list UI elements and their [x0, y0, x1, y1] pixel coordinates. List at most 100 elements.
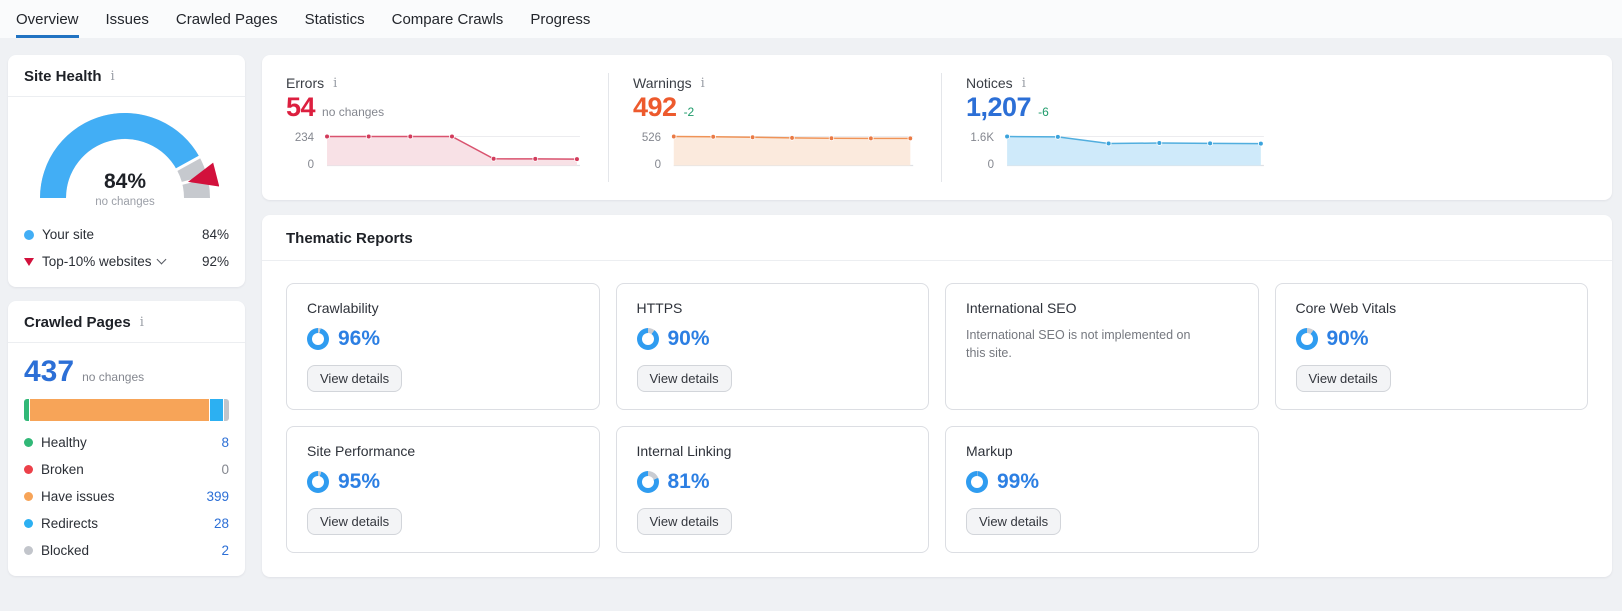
- crawled-pages-info-icon[interactable]: i: [139, 315, 144, 330]
- have-issues-label: Have issues: [41, 489, 115, 504]
- warnings-ymin-label: 0: [654, 159, 661, 171]
- errors-value: 54: [286, 92, 316, 122]
- legend-row-redirects: Redirects 28: [24, 510, 229, 537]
- errors-title: Errors: [286, 75, 325, 91]
- crawlability-score: 96%: [338, 327, 381, 350]
- errors-ymax-label: 234: [294, 132, 314, 144]
- broken-count: 0: [221, 462, 229, 477]
- notices-ymax-label: 1.6K: [970, 132, 994, 144]
- notices-trend-chart: 1.6K 0: [966, 132, 1588, 172]
- errors-ymin-label: 0: [307, 159, 314, 171]
- have-issues-dot-icon: [24, 492, 33, 501]
- benchmark-triangle-icon: [24, 257, 34, 266]
- redirects-count-link[interactable]: 28: [213, 516, 229, 531]
- report-tabbar: Overview Issues Crawled Pages Statistics…: [0, 0, 1622, 38]
- site-health-gauge: 84% no changes: [8, 97, 245, 215]
- chevron-down-icon[interactable]: [156, 254, 167, 265]
- broken-dot-icon: [24, 465, 33, 474]
- https-title: HTTPS: [636, 300, 683, 316]
- tab-statistics[interactable]: Statistics: [304, 10, 365, 28]
- legend-row-healthy: Healthy 8: [24, 429, 229, 456]
- international-seo-message: International SEO is not implemented on …: [966, 328, 1191, 361]
- blocked-count-link[interactable]: 2: [221, 543, 229, 558]
- report-card-core-web-vitals: Core Web Vitals 90% View details: [1274, 283, 1588, 410]
- blocked-label: Blocked: [41, 543, 90, 558]
- blocked-dot-icon: [24, 546, 33, 555]
- https-score: 90%: [667, 327, 710, 350]
- crawlability-title: Crawlability: [307, 300, 379, 316]
- site-health-card: Site Health i 84% no changes Your site 84…: [8, 55, 245, 287]
- https-view-details-button[interactable]: View details: [636, 365, 732, 392]
- warnings-value: 492: [633, 92, 677, 122]
- benchmark-label: Top-10% websites: [42, 254, 152, 269]
- site-performance-title: Site Performance: [307, 443, 416, 459]
- errors-panel: Errors i 54 no changes 234 0: [262, 73, 608, 182]
- crawled-pages-header: Crawled Pages i: [8, 301, 245, 343]
- tab-issues[interactable]: Issues: [105, 10, 149, 28]
- legend-row-benchmark[interactable]: Top-10% websites 92%: [24, 248, 229, 275]
- tab-compare-crawls[interactable]: Compare Crawls: [391, 10, 504, 28]
- tab-overview[interactable]: Overview: [16, 0, 79, 38]
- warnings-panel: Warnings i 492 -2 526 0: [608, 73, 941, 182]
- legend-row-your-site: Your site 84%: [24, 221, 229, 248]
- site-performance-view-details-button[interactable]: View details: [307, 508, 403, 535]
- core-web-vitals-title: Core Web Vitals: [1295, 300, 1397, 316]
- internal-linking-view-details-button[interactable]: View details: [636, 508, 732, 535]
- internal-linking-donut-icon: [636, 471, 659, 493]
- crawlability-view-details-button[interactable]: View details: [307, 365, 403, 392]
- https-donut-icon: [636, 328, 659, 350]
- your-site-label: Your site: [42, 227, 95, 242]
- errors-info-icon[interactable]: i: [333, 75, 338, 91]
- report-card-internal-linking: Internal Linking 81% View details: [615, 426, 929, 553]
- notices-title: Notices: [966, 75, 1013, 91]
- notices-panel: Notices i 1,207 -6 1.6K 0: [941, 73, 1612, 182]
- crawled-pages-total: 437: [24, 355, 75, 388]
- benchmark-value: 92%: [201, 254, 229, 269]
- crawled-pages-title: Crawled Pages: [24, 314, 131, 331]
- markup-donut-icon: [966, 471, 988, 493]
- core-web-vitals-score: 90%: [1326, 327, 1369, 350]
- notices-change: -6: [1038, 105, 1049, 119]
- report-card-markup: Markup 99% View details: [945, 426, 1259, 553]
- warnings-title: Warnings: [633, 75, 692, 91]
- bar-segment-have-issues: [30, 399, 210, 421]
- issues-summary-card: Errors i 54 no changes 234 0 Warni: [262, 55, 1612, 200]
- legend-row-blocked: Blocked 2: [24, 537, 229, 564]
- bar-segment-healthy: [24, 399, 29, 421]
- core-web-vitals-view-details-button[interactable]: View details: [1295, 365, 1391, 392]
- thematic-reports-card: Thematic Reports Crawlability 96% View d…: [262, 215, 1612, 577]
- international-seo-title: International SEO: [966, 300, 1077, 316]
- svg-text:84%: 84%: [103, 170, 145, 193]
- markup-view-details-button[interactable]: View details: [966, 508, 1062, 535]
- sidebar: Site Health i 84% no changes Your site 84…: [8, 55, 245, 577]
- healthy-count-link[interactable]: 8: [221, 435, 229, 450]
- site-health-header: Site Health i: [8, 55, 245, 97]
- thematic-reports-title: Thematic Reports: [286, 230, 413, 247]
- tab-progress[interactable]: Progress: [530, 10, 591, 28]
- your-site-dot-icon: [24, 229, 34, 240]
- report-card-https: HTTPS 90% View details: [615, 283, 929, 410]
- crawlability-donut-icon: [307, 328, 329, 350]
- site-performance-donut-icon: [307, 471, 329, 493]
- have-issues-count-link[interactable]: 399: [206, 489, 229, 504]
- warnings-ymax-label: 526: [641, 132, 661, 144]
- notices-value: 1,207: [966, 92, 1032, 122]
- main-column: Errors i 54 no changes 234 0 Warni: [262, 55, 1612, 577]
- internal-linking-title: Internal Linking: [636, 443, 732, 459]
- notices-ymin-label: 0: [987, 159, 994, 171]
- warnings-info-icon[interactable]: i: [700, 75, 705, 91]
- warnings-trend-chart: 526 0: [633, 132, 917, 172]
- tab-crawled-pages[interactable]: Crawled Pages: [175, 10, 278, 28]
- errors-change: no changes: [322, 105, 385, 119]
- report-card-crawlability: Crawlability 96% View details: [286, 283, 600, 410]
- core-web-vitals-donut-icon: [1295, 328, 1318, 350]
- site-health-info-icon[interactable]: i: [110, 69, 115, 84]
- svg-text:no changes: no changes: [95, 196, 155, 208]
- redirects-label: Redirects: [41, 516, 99, 531]
- redirects-dot-icon: [24, 519, 33, 528]
- crawled-pages-stacked-bar: [24, 399, 229, 421]
- markup-score: 99%: [997, 470, 1040, 493]
- bar-segment-redirects: [210, 399, 223, 421]
- site-performance-score: 95%: [338, 470, 381, 493]
- notices-info-icon[interactable]: i: [1021, 75, 1026, 91]
